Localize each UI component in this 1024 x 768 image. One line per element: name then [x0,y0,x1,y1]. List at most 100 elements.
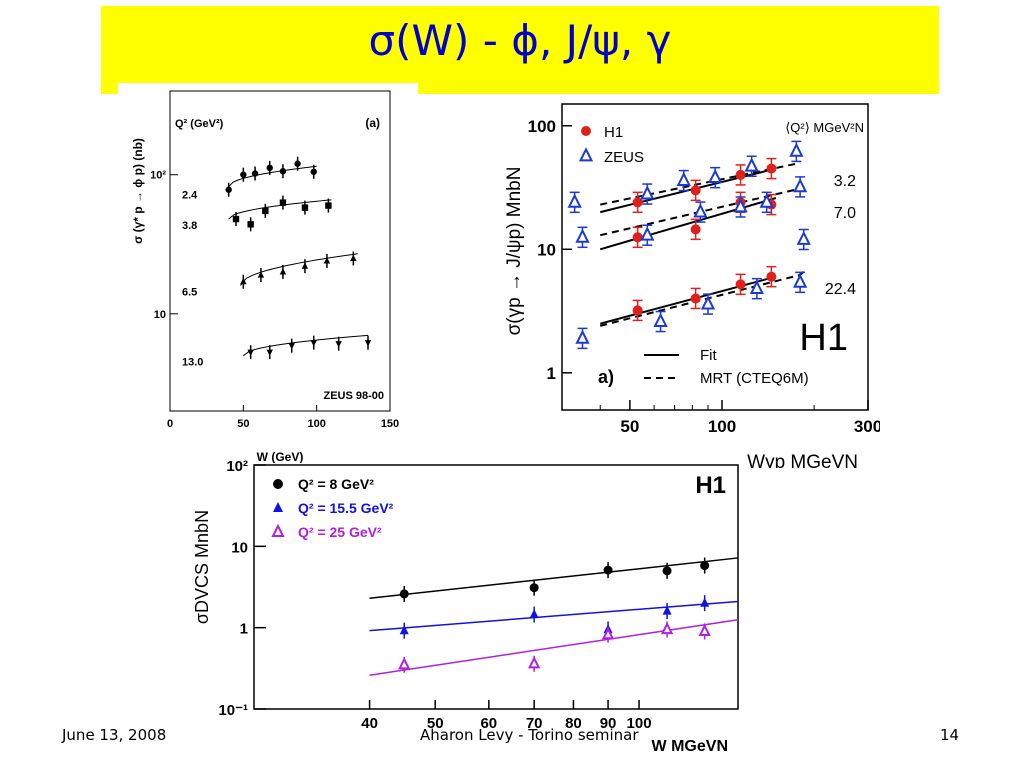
jpsi-data-point [575,228,590,243]
jpsi-legend-zeus-label: ZEUS [604,149,644,166]
dvcs-x-tick-label: 60 [480,715,497,732]
jpsi-data-point [744,157,759,172]
jpsi-data-point [759,193,774,208]
dvcs-data-point [660,621,674,635]
jpsi-x-tick-label: 100 [708,417,736,436]
dvcs-x-tick-label: 40 [361,715,378,732]
dvcs-x-axis-label: W MGeVN [652,738,728,755]
phi-background [118,83,418,463]
phi-data-point [350,254,357,262]
dvcs-data-point [398,657,411,670]
jpsi-y-tick-label: 100 [528,117,556,136]
jpsi-data-point [690,224,701,235]
phi-x-axis-label: W (GeV) [257,450,304,463]
jpsi-data-point [792,178,808,193]
phi-data-point [279,268,287,275]
phi-x-tick-label: 150 [381,418,399,430]
dvcs-data-point [603,565,613,575]
jpsi-experiment-label: H1 [799,317,848,359]
jpsi-frame [561,103,869,411]
jpsi-data-point [640,185,655,200]
dvcs-x-tick-label: 100 [627,715,652,732]
phi-x-tick-label: 50 [237,418,249,430]
jpsi-data-point [700,295,716,310]
phi-data-point [240,171,247,178]
jpsi-data-point [632,197,643,208]
dvcs-legend-marker [273,479,283,489]
phi-y-tick-label: 10² [150,170,166,182]
phi-data-point [247,221,254,228]
jpsi-legend-zeus-marker [578,147,594,162]
dvcs-experiment-label: H1 [695,472,726,499]
phi-data-point [310,340,317,347]
phi-data-point [240,277,247,285]
slide-title: σ(W) - ϕ, J/ψ, γ [368,16,672,65]
jpsi-x-axis-label: Wγp MGeVN [747,452,858,468]
jpsi-x-tick-label: 50 [620,417,639,436]
jpsi-data-point [693,203,708,218]
dvcs-legend-label: Q² = 15.5 GeV² [298,500,394,516]
dvcs-data-point [399,589,409,599]
phi-data-point [247,349,254,356]
phi-data-point [301,204,309,211]
dvcs-data-point [700,561,710,571]
title-bar [101,6,939,94]
dvcs-chart: 40 50 60 70 80 90 100 10⁻¹ 1 10 10² W MGeVN σDVCS Mn… [192,458,739,755]
dvcs-data-point [700,597,710,607]
phi-data-point [266,349,273,356]
jpsi-data-point [796,230,811,245]
phi-panel-label: (a) [365,116,380,130]
dvcs-fit-line [369,600,739,632]
dvcs-legend-label: Q² = 25 GeV² [298,524,382,540]
jpsi-chart: 50 100 300 1 10 100 Wγp MGeVN σ(γp → J/ψp) MnbN… [504,103,880,468]
phi-data-point [364,340,372,347]
dvcs-x-tick-label: 70 [526,715,543,732]
dvcs-data-point [528,656,541,669]
dvcs-fit-line [369,619,739,676]
dvcs-data-point [399,625,409,635]
dvcs-data-point [662,566,672,576]
dvcs-y-tick-label: 10² [226,458,248,475]
dvcs-data-point [662,605,672,615]
footer-date: June 13, 2008 [62,726,167,744]
dvcs-y-tick-label: 10⁻¹ [218,702,248,719]
phi-y-tick-label: 10 [154,309,166,321]
phi-data-point [262,207,269,215]
phi-legend-header: Q² (GeV²) [175,118,224,130]
jpsi-data-point [690,185,701,196]
phi-y-axis-label: σ (γ* p → ϕ p) (nb) [131,138,145,244]
jpsi-data-point [766,163,777,174]
jpsi-data-point [653,312,668,327]
jpsi-data-point [735,279,746,290]
phi-data-point [301,262,309,269]
phi-data-point [335,341,342,348]
jpsi-data-point [749,279,764,295]
dvcs-legend-marker [273,502,283,512]
jpsi-data-point [575,329,590,344]
jpsi-data-point [708,168,723,184]
dvcs-x-tick-label: 90 [600,715,617,732]
jpsi-legend-h1-marker [581,126,591,136]
dvcs-fit-line [369,557,739,599]
dvcs-y-tick-label: 1 [240,621,248,638]
jpsi-data-point [632,305,643,316]
dvcs-x-tick-label: 50 [427,715,444,732]
phi-data-point [266,164,273,172]
jpsi-x-tick-label: 300 [854,417,880,436]
phi-series-label: 2.4 [182,190,198,202]
jpsi-q2-label: 7.0 [834,205,856,222]
phi-series-label: 3.8 [182,220,197,232]
phi-chart: 0 50 100 150 10 10² W (GeV) σ (γ* p → ϕ p) (nb)… [118,83,418,463]
phi-data-point [225,186,232,193]
phi-data-point [257,271,265,278]
jpsi-q2-label: 3.2 [834,173,856,190]
dvcs-data-point [601,627,615,640]
phi-x-tick-label: 0 [167,418,173,430]
jpsi-data-point [640,226,655,241]
jpsi-data-point [766,271,777,282]
dvcs-frame [253,464,739,710]
phi-data-point [288,343,295,350]
phi-frame [169,90,391,412]
jpsi-panel-label: a) [598,367,614,387]
phi-data-point [323,257,331,264]
